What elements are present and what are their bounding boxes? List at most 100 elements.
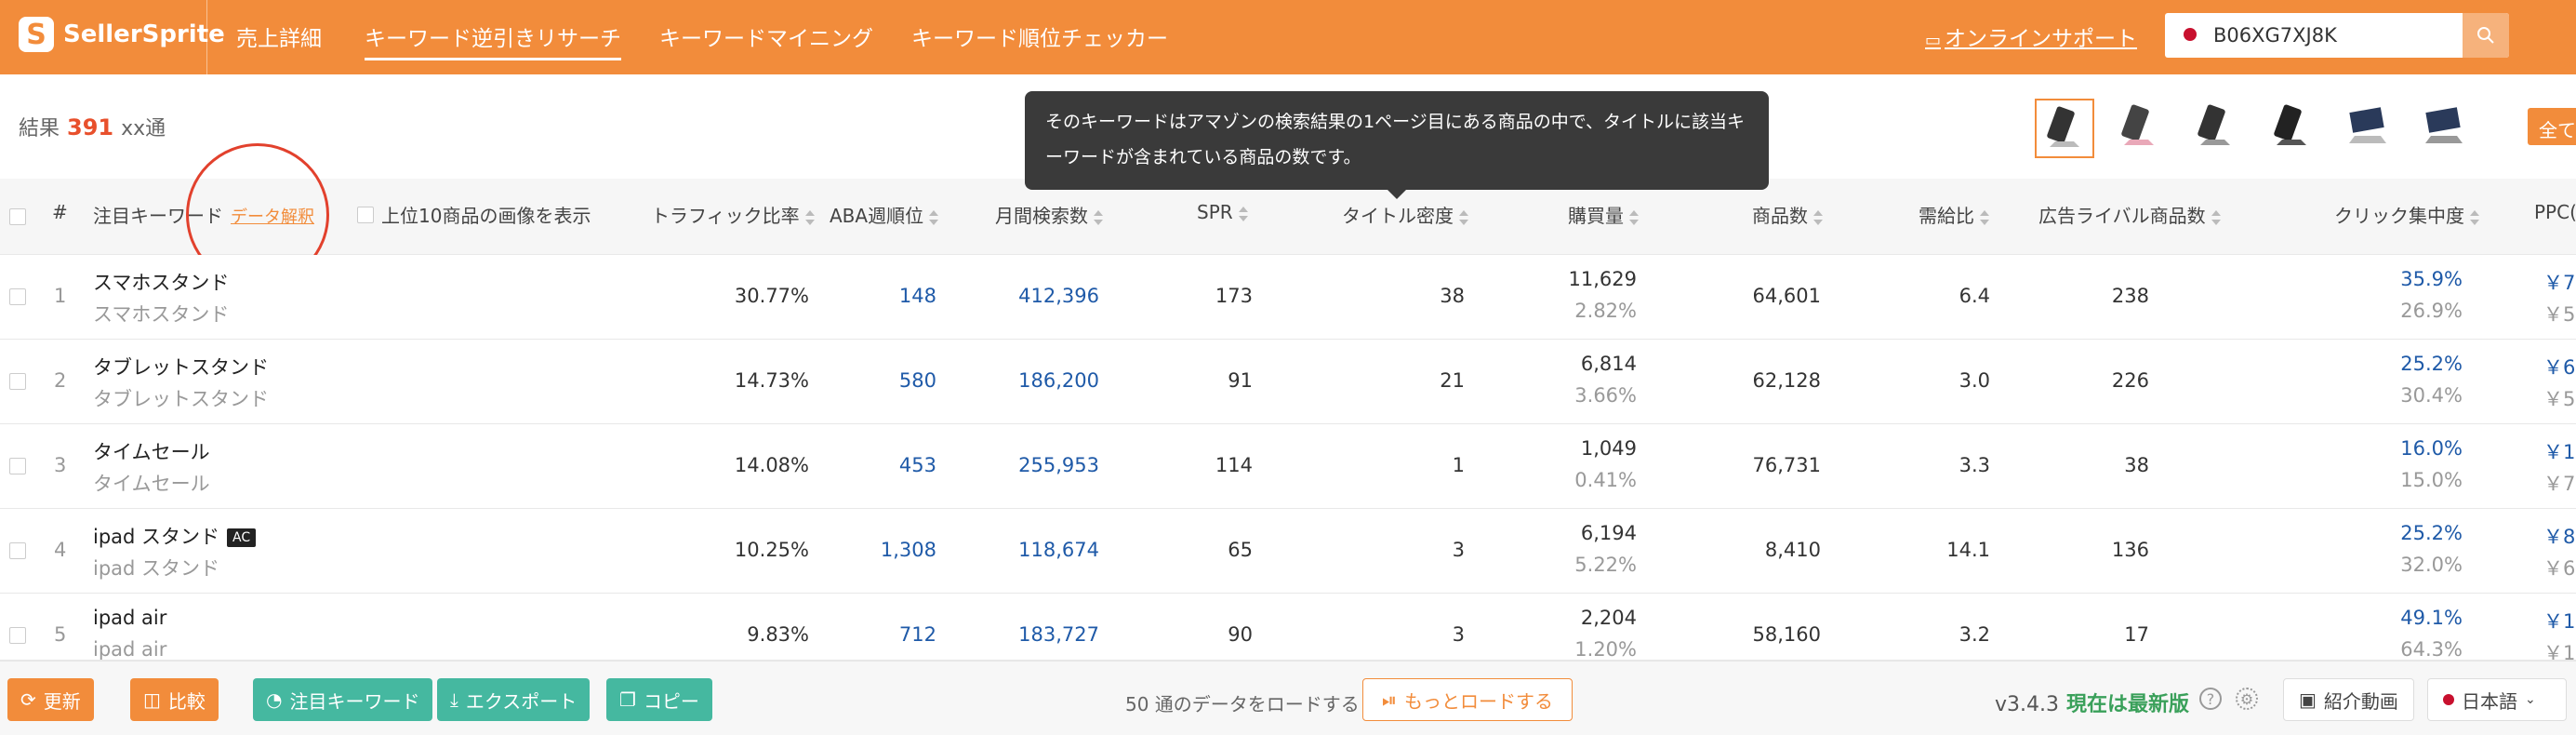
all-button[interactable]: 全て — [2528, 108, 2576, 145]
tooltip-arrow — [1386, 188, 1408, 199]
app-logo[interactable]: S SellerSprite — [19, 17, 225, 52]
focus-keyword-button[interactable]: ◔ 注目キーワード — [253, 678, 433, 721]
col-title-density[interactable]: タイトル密度 — [1342, 201, 1468, 228]
row-index: 5 — [54, 623, 67, 646]
keyword-label: タブレットスタンド — [93, 356, 269, 379]
purchases-value: 1,049 — [1580, 437, 1637, 460]
keyword-text[interactable]: スマホスタンド — [93, 268, 229, 296]
aba-rank-value[interactable]: 1,308 — [880, 539, 936, 561]
monthly-searches-value[interactable]: 255,953 — [1018, 454, 1099, 476]
product-thumbnail[interactable] — [2416, 99, 2476, 158]
refresh-button[interactable]: ⟳ 更新 — [7, 678, 94, 721]
row-checkbox[interactable] — [9, 288, 26, 305]
show-images-label[interactable]: 上位10商品の画像を表示 — [381, 205, 591, 227]
col-supply-demand[interactable]: 需給比 — [1919, 201, 1989, 228]
nav-item-keyword-mining[interactable]: キーワードマイニング — [659, 27, 873, 51]
export-button[interactable]: ⤓ エクスポート — [437, 678, 591, 721]
sort-icon[interactable] — [1238, 206, 1248, 222]
sort-icon[interactable] — [1813, 209, 1823, 226]
product-thumbnail[interactable] — [2340, 99, 2399, 158]
results-summary: 結果 391 xx通 — [19, 112, 166, 141]
asin-search-input[interactable] — [2213, 20, 2446, 50]
sort-icon[interactable] — [2211, 209, 2221, 226]
aba-rank-value[interactable]: 148 — [898, 285, 936, 307]
col-ppc[interactable]: PPC( — [2534, 201, 2576, 223]
col-aba-rank[interactable]: ABA週順位 — [830, 201, 939, 228]
product-thumbnail[interactable] — [2035, 99, 2094, 158]
compare-label: 比較 — [167, 689, 206, 713]
product-thumbnail[interactable] — [2264, 99, 2323, 158]
sort-icon[interactable] — [2470, 209, 2479, 226]
col-purchases-label: 購買量 — [1568, 205, 1624, 227]
sort-icon[interactable] — [1459, 209, 1468, 226]
col-ad-rivals[interactable]: 広告ライバル商品数 — [2038, 201, 2221, 228]
search-icon — [2477, 27, 2494, 44]
aba-rank-value[interactable]: 580 — [898, 369, 936, 392]
help-icon[interactable]: ? — [2199, 688, 2222, 710]
keyword-text[interactable]: ipad air — [93, 607, 166, 629]
language-select[interactable]: 日本語 ⌄ — [2427, 678, 2567, 721]
purchases-value: 2,204 — [1580, 607, 1637, 629]
phone-stand-image — [2121, 104, 2154, 145]
aba-rank-value[interactable]: 712 — [898, 623, 936, 646]
col-supply-demand-label: 需給比 — [1919, 205, 1974, 227]
compare-icon: ◫ — [143, 688, 161, 711]
col-aba-label: ABA週順位 — [830, 205, 924, 227]
keyword-text[interactable]: タイムセール — [93, 437, 210, 465]
nav-item-sales-detail[interactable]: 売上詳細 — [236, 27, 322, 51]
row-checkbox[interactable] — [9, 458, 26, 474]
row-checkbox[interactable] — [9, 542, 26, 559]
supply-demand-value: 14.1 — [1946, 539, 1990, 561]
col-spr-label: SPR — [1197, 201, 1233, 223]
sort-icon[interactable] — [804, 209, 815, 226]
sort-icon[interactable] — [1980, 209, 1989, 226]
footer-toolbar: ⟳ 更新 ◫ 比較 ◔ 注目キーワード ⤓ エクスポート ❐ コピー 50 通のデータをロ… — [0, 661, 2576, 735]
click-concentration-sub: 64.3% — [2400, 638, 2463, 661]
monthly-searches-value[interactable]: 118,674 — [1018, 539, 1099, 561]
row-checkbox[interactable] — [9, 373, 26, 390]
col-click-concentration[interactable]: クリック集中度 — [2334, 201, 2479, 228]
table-row[interactable]: 1 スマホスタンド スマホスタンド 30.77% 148 412,396 173… — [0, 255, 2576, 340]
select-all-checkbox[interactable] — [9, 208, 26, 225]
product-thumbnail[interactable] — [2187, 99, 2247, 158]
table-row[interactable]: 5 ipad air ipad air 9.83% 712 183,727 90… — [0, 594, 2576, 661]
intro-video-button[interactable]: ▣ 紹介動画 — [2283, 678, 2414, 721]
results-unit: xx通 — [121, 117, 166, 140]
product-thumbnail[interactable] — [2111, 99, 2171, 158]
keyword-text[interactable]: タブレットスタンド — [93, 353, 269, 381]
table-row[interactable]: 4 ipad スタンド AC ipad スタンド 10.25% 1,308 118… — [0, 509, 2576, 594]
table-row[interactable]: 3 タイムセール タイムセール 14.08% 453 255,953 114 1… — [0, 424, 2576, 509]
monthly-searches-value[interactable]: 186,200 — [1018, 369, 1099, 392]
settings-icon[interactable]: ⚙ — [2236, 688, 2258, 710]
col-purchases[interactable]: 購買量 — [1568, 201, 1639, 228]
col-traffic-ratio[interactable]: トラフィック比率 — [651, 201, 815, 228]
search-button[interactable] — [2463, 13, 2509, 58]
show-images-checkbox[interactable] — [357, 207, 374, 223]
keyword-text[interactable]: ipad スタンド AC — [93, 522, 257, 550]
pie-chart-icon: ◔ — [266, 688, 283, 711]
products-value: 62,128 — [1752, 369, 1821, 392]
sort-icon[interactable] — [1629, 209, 1639, 226]
traffic-ratio-value: 9.83% — [747, 623, 809, 646]
aba-rank-value[interactable]: 453 — [898, 454, 936, 476]
sort-icon[interactable] — [929, 209, 939, 226]
purchases-value: 11,629 — [1568, 268, 1637, 290]
copy-button[interactable]: ❐ コピー — [606, 678, 712, 721]
monthly-searches-value[interactable]: 183,727 — [1018, 623, 1099, 646]
sort-icon[interactable] — [1094, 209, 1103, 226]
load-count-text: 50 通のデータをロードする — [1125, 693, 1360, 715]
traffic-ratio-value: 14.08% — [734, 454, 809, 476]
online-support-link[interactable]: ▭ オンラインサポート — [1925, 20, 2137, 52]
col-products[interactable]: 商品数 — [1752, 201, 1823, 228]
compare-button[interactable]: ◫ 比較 — [130, 678, 219, 721]
load-more-button[interactable]: ⏯ もっとロードする — [1362, 678, 1573, 721]
row-checkbox[interactable] — [9, 627, 26, 644]
nav-item-reverse-keyword[interactable]: キーワード逆引きリサーチ — [365, 20, 621, 60]
table-row[interactable]: 2 タブレットスタンド タブレットスタンド 14.73% 580 186,200… — [0, 340, 2576, 424]
monthly-searches-value[interactable]: 412,396 — [1018, 285, 1099, 307]
ad-rivals-value: 17 — [2124, 623, 2149, 646]
col-monthly-searches[interactable]: 月間検索数 — [995, 201, 1103, 228]
nav-item-rank-checker[interactable]: キーワード順位チェッカー — [911, 27, 1168, 51]
col-spr[interactable]: SPR — [1197, 201, 1248, 223]
chat-icon: ▭ — [1925, 31, 1942, 50]
